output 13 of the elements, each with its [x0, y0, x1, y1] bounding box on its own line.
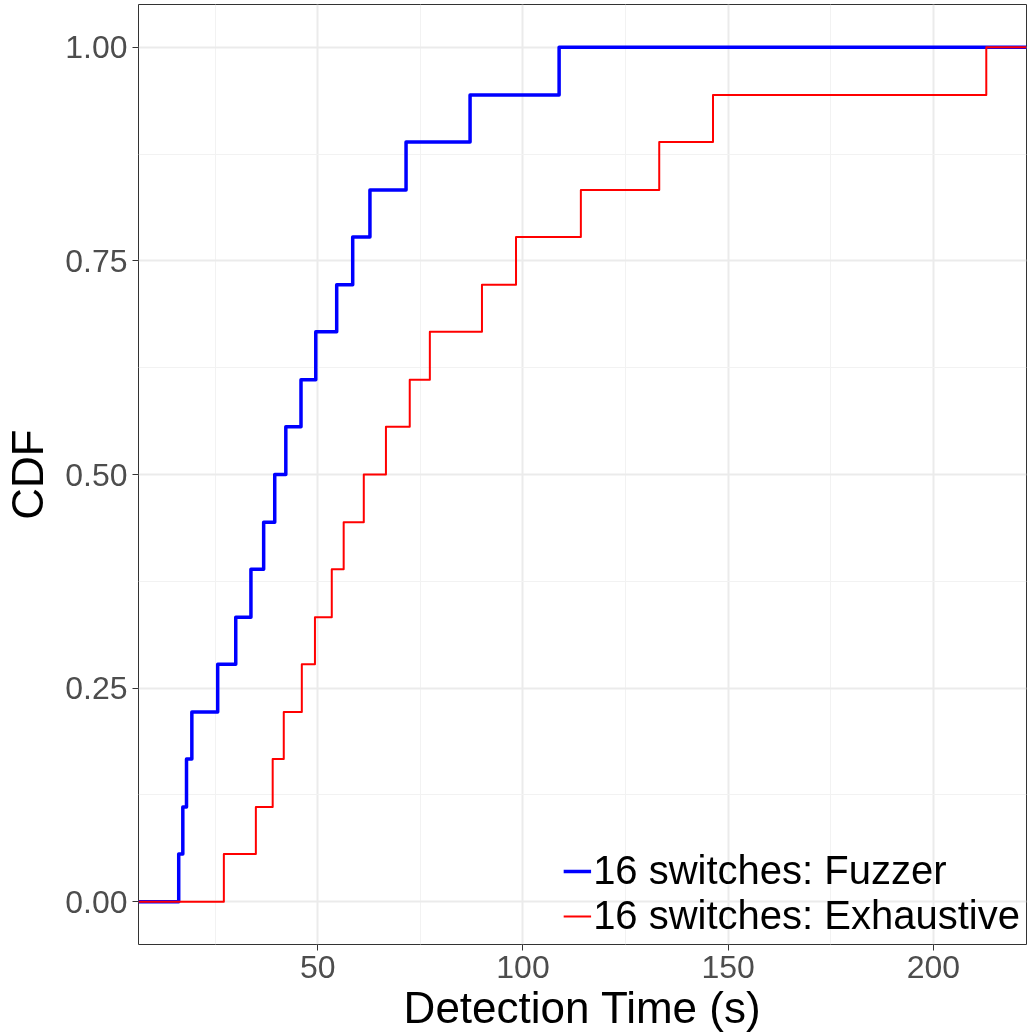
- y-tick-label: 0.75: [65, 242, 128, 279]
- y-tick-label: 0.00: [65, 883, 128, 920]
- x-tick-label: 100: [496, 948, 550, 985]
- y-axis-title: CDF: [3, 429, 53, 520]
- y-tick-label: 1.00: [65, 29, 128, 66]
- y-tick-label: 0.25: [65, 670, 128, 707]
- y-tick-label: 0.50: [65, 456, 128, 493]
- x-tick-label: 50: [300, 948, 336, 985]
- legend-label: 16 switches: Exhaustive: [593, 893, 1020, 938]
- x-axis-title: Detection Time (s): [403, 982, 761, 1032]
- x-tick-label: 150: [701, 948, 755, 985]
- legend-label: 16 switches: Fuzzer: [593, 848, 947, 893]
- x-tick-label: 200: [906, 948, 961, 985]
